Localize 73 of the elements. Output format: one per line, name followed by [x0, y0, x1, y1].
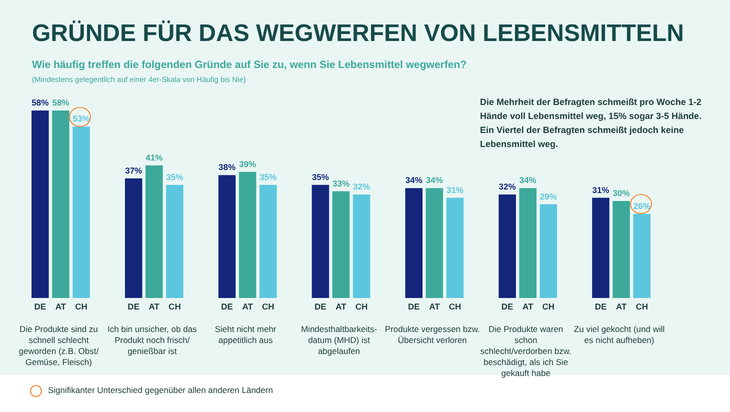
x-tick-label: Die Produkte waren schon schlecht/verdorben bzw. beschädigt, als ich Sie gekauft habe [480, 324, 572, 378]
bar [124, 178, 142, 298]
bar [32, 110, 49, 298]
series-label: AT [55, 302, 67, 312]
data-label: 53% [72, 114, 90, 124]
bar [446, 198, 464, 298]
data-label: 58% [52, 98, 70, 108]
data-label: 31% [446, 184, 464, 195]
data-label: 39% [239, 158, 257, 169]
data-label: 34% [405, 175, 423, 186]
bar [238, 172, 256, 298]
text: DE [128, 302, 140, 312]
series-label: DE [34, 302, 46, 312]
data-label: 34% [519, 175, 537, 186]
bar [426, 188, 444, 298]
bar [592, 198, 610, 298]
bar [540, 204, 558, 298]
bar [312, 184, 330, 298]
data-label: 31% [592, 184, 610, 195]
bar [146, 165, 163, 298]
x-tick-label: Sieht nicht mehr appetitlich aus [214, 324, 278, 346]
x-tick-label: Ich bin unsicher, ob das Produkt noch frisch/ genießbar ist [106, 324, 198, 357]
bar [218, 175, 236, 298]
chart-title: GRÜNDE FÜR DAS WEGWERFEN VON LEBENSMITTELN [32, 20, 684, 48]
data-label: 26% [633, 201, 651, 212]
text: CH [636, 302, 648, 312]
text: CH [355, 302, 368, 312]
bar [352, 194, 370, 298]
bar [633, 214, 650, 298]
text: CH [542, 302, 555, 312]
bar [405, 188, 423, 298]
series-label: CH [75, 302, 88, 312]
data-label: 38% [218, 162, 236, 172]
text: AT [148, 302, 160, 312]
bar [72, 126, 90, 298]
x-tick-label: Zu viel gekocht (und will es nicht aufheben) [572, 324, 666, 346]
bar [498, 194, 516, 298]
x-tick-label: Die Produkte sind zu schnell schlecht geworden (z.B. Obst/ Gemüse, Fleisch) [18, 324, 100, 368]
data-label: 37% [125, 165, 143, 176]
data-label: 32% [353, 182, 370, 192]
text: DE [221, 302, 233, 312]
text: DE [594, 302, 607, 312]
data-label: 34% [426, 175, 444, 186]
chart-subtitle: Wie häufig treffen die folgenden Gründe auf Sie zu, wenn Sie Lebensmittel wegwerfen? [32, 59, 467, 71]
bar [612, 201, 630, 298]
data-label: 41% [146, 152, 164, 163]
annotation: Die Mehrheit der Befragten schmeißt pro Woche 1-2 Hände voll Lebensmittel weg, 15% sogar 3-5 Hände. Ein Viertel der Befragten schmeißt jedoch keine Lebensmittel weg. [480, 96, 703, 151]
bar [166, 184, 184, 298]
data-label: 30% [612, 188, 630, 198]
text: CH [448, 302, 462, 312]
text: Signifikanter Unterschied gegenüber allen anderen Ländern [48, 385, 273, 395]
data-label: 33% [332, 178, 350, 188]
text: AT [522, 302, 534, 312]
bar [52, 110, 70, 298]
text: AT [242, 302, 253, 312]
text: DE [501, 302, 514, 312]
bar [259, 184, 277, 298]
data-label: 32% [498, 182, 516, 192]
data-label: 35% [312, 172, 330, 182]
text: CH [262, 302, 274, 312]
x-tick-label: Mindesthaltbarkeits-datum (MHD) ist abgelaufen [300, 324, 378, 356]
text: DE [408, 302, 420, 312]
text: CH [168, 302, 181, 312]
data-label: 58% [32, 98, 50, 108]
bar [332, 191, 350, 298]
text: AT [616, 302, 627, 312]
data-label: 35% [260, 172, 278, 182]
text: AT [336, 302, 346, 312]
text: DE [314, 302, 326, 312]
bar [519, 188, 536, 298]
text: AT [429, 302, 440, 312]
data-label: 29% [540, 191, 558, 202]
data-label: 35% [166, 172, 184, 182]
